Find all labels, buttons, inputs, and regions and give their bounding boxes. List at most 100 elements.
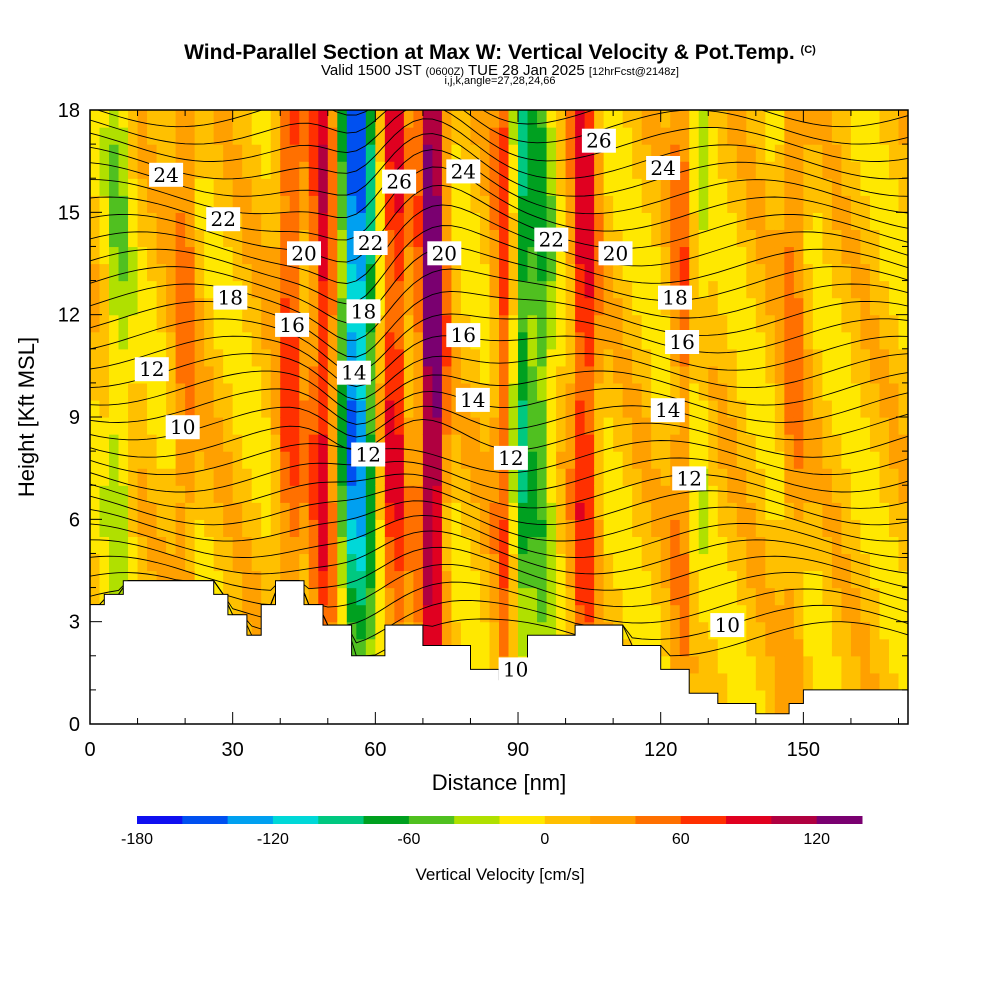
velocity-cell bbox=[613, 485, 624, 503]
velocity-cell bbox=[774, 178, 785, 196]
velocity-cell bbox=[327, 314, 338, 333]
velocity-cell bbox=[831, 348, 843, 367]
velocity-cell bbox=[109, 263, 120, 282]
velocity-cell bbox=[299, 348, 310, 367]
velocity-cell bbox=[774, 604, 785, 623]
velocity-cell bbox=[784, 263, 795, 282]
velocity-cell bbox=[128, 553, 139, 572]
velocity-cell bbox=[375, 553, 386, 572]
velocity-cell bbox=[603, 434, 614, 452]
velocity-cell bbox=[727, 434, 738, 452]
velocity-cell bbox=[651, 485, 662, 503]
velocity-cell bbox=[727, 348, 738, 367]
velocity-cell bbox=[422, 553, 434, 572]
velocity-cell bbox=[670, 127, 681, 145]
velocity-cell bbox=[594, 161, 605, 179]
velocity-cell bbox=[841, 382, 852, 401]
velocity-cell bbox=[727, 382, 738, 401]
velocity-cell bbox=[622, 553, 633, 572]
velocity-cell bbox=[308, 178, 319, 196]
velocity-cell bbox=[822, 382, 833, 401]
velocity-cell bbox=[223, 502, 234, 520]
velocity-cell bbox=[185, 570, 196, 589]
velocity-cell bbox=[698, 382, 709, 401]
x-tick-label: 90 bbox=[507, 739, 529, 761]
velocity-cell bbox=[422, 570, 434, 589]
velocity-cell bbox=[175, 127, 186, 145]
velocity-cell bbox=[384, 399, 395, 418]
velocity-cell bbox=[166, 365, 177, 384]
colorbar-swatch bbox=[454, 816, 500, 824]
velocity-cell bbox=[289, 161, 300, 179]
velocity-cell bbox=[755, 604, 766, 623]
velocity-cell bbox=[879, 314, 890, 333]
velocity-cell bbox=[137, 297, 148, 316]
velocity-cell bbox=[651, 314, 662, 333]
velocity-cell bbox=[632, 127, 643, 145]
velocity-cell bbox=[185, 553, 196, 572]
velocity-cell bbox=[879, 195, 890, 213]
velocity-cell bbox=[879, 365, 890, 384]
velocity-cell bbox=[299, 417, 310, 435]
velocity-cell bbox=[651, 178, 662, 196]
velocity-cell bbox=[242, 502, 253, 520]
velocity-cell bbox=[765, 399, 776, 418]
contour-label-box bbox=[346, 299, 381, 324]
velocity-cell bbox=[784, 587, 795, 606]
velocity-cell bbox=[736, 348, 747, 367]
velocity-cell bbox=[641, 536, 652, 555]
velocity-cell bbox=[660, 382, 671, 401]
velocity-cell bbox=[888, 297, 900, 316]
velocity-cell bbox=[841, 314, 852, 333]
velocity-cell bbox=[337, 382, 348, 401]
velocity-cell bbox=[603, 553, 614, 572]
velocity-cell bbox=[109, 451, 120, 469]
velocity-cell bbox=[508, 229, 519, 248]
velocity-cell bbox=[489, 570, 500, 589]
x-tick-label: 0 bbox=[84, 739, 95, 761]
velocity-cell bbox=[727, 144, 738, 162]
velocity-cell bbox=[489, 485, 500, 503]
velocity-cell bbox=[270, 127, 281, 145]
velocity-cell bbox=[755, 195, 766, 213]
velocity-cell bbox=[470, 468, 481, 486]
velocity-cell bbox=[346, 127, 357, 145]
velocity-cell bbox=[774, 365, 785, 384]
velocity-cell bbox=[575, 434, 586, 452]
velocity-cell bbox=[860, 297, 871, 316]
velocity-cell bbox=[499, 638, 510, 657]
velocity-cell bbox=[327, 246, 338, 265]
velocity-cell bbox=[289, 144, 300, 162]
velocity-cell bbox=[166, 434, 177, 452]
velocity-cell bbox=[651, 263, 662, 282]
velocity-cell bbox=[708, 348, 719, 367]
velocity-cell bbox=[118, 348, 129, 367]
velocity-cell bbox=[270, 536, 281, 555]
velocity-cell bbox=[556, 553, 567, 572]
velocity-cell bbox=[774, 468, 785, 486]
velocity-cell bbox=[470, 246, 481, 265]
velocity-cell bbox=[223, 331, 234, 350]
velocity-cell bbox=[375, 519, 386, 537]
velocity-cell bbox=[537, 127, 548, 145]
contour-label: 18 bbox=[658, 285, 692, 310]
velocity-cell bbox=[356, 144, 367, 162]
velocity-cell bbox=[812, 212, 823, 230]
velocity-cell bbox=[109, 434, 120, 452]
velocity-cell bbox=[422, 314, 434, 333]
velocity-cell bbox=[879, 229, 890, 248]
chart-title: Wind-Parallel Section at Max W: Vertical… bbox=[0, 38, 1000, 65]
velocity-cell bbox=[261, 178, 272, 196]
velocity-cell bbox=[565, 502, 576, 520]
velocity-cell bbox=[223, 365, 234, 384]
velocity-cell bbox=[537, 195, 548, 213]
velocity-cell bbox=[194, 382, 205, 401]
velocity-cell bbox=[185, 212, 196, 230]
velocity-cell bbox=[822, 178, 833, 196]
velocity-cell bbox=[670, 502, 681, 520]
velocity-cell bbox=[888, 399, 900, 418]
velocity-cell bbox=[251, 553, 262, 572]
velocity-cell bbox=[755, 110, 766, 128]
velocity-cell bbox=[575, 297, 586, 316]
velocity-cell bbox=[99, 280, 110, 299]
